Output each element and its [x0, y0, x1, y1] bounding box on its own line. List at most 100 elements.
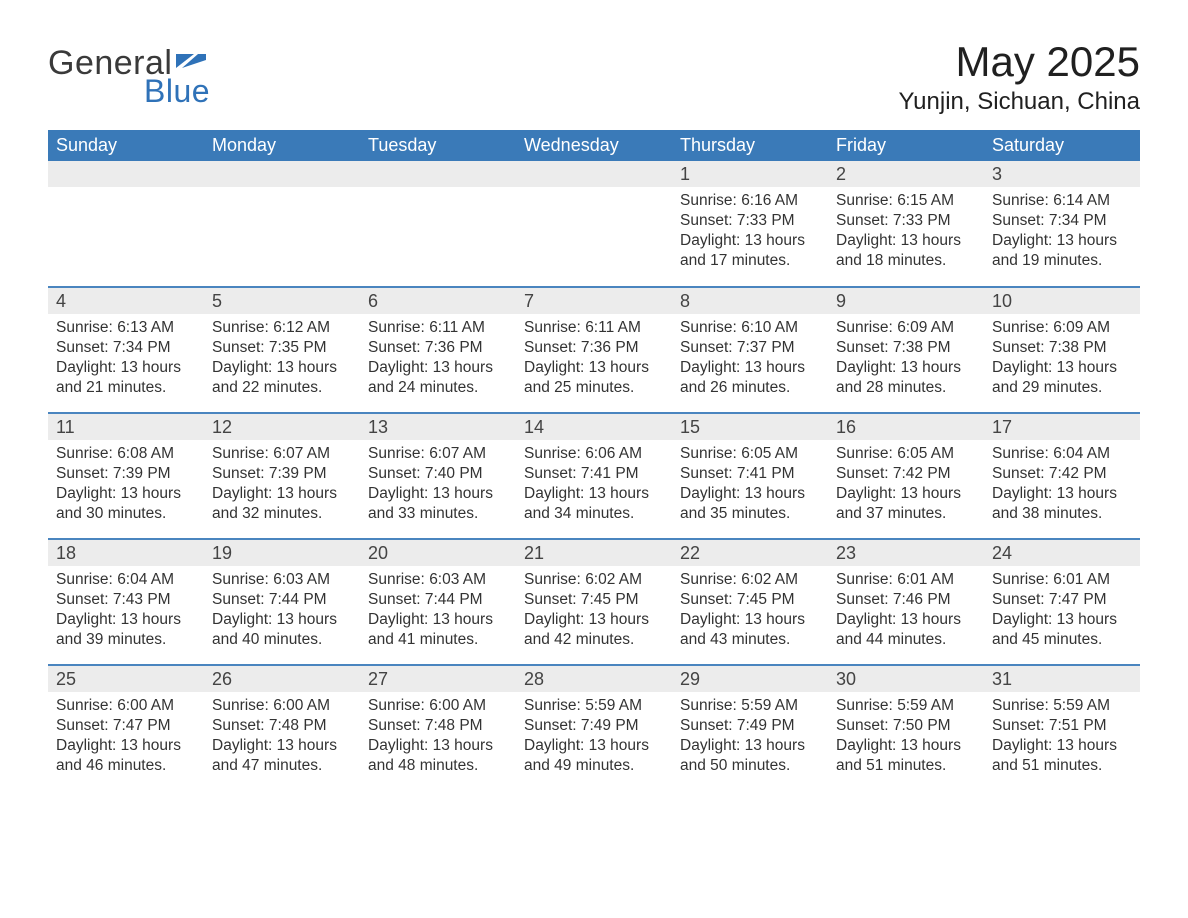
calendar-cell: 8Sunrise: 6:10 AMSunset: 7:37 PMDaylight… [672, 287, 828, 413]
day-number: 29 [672, 666, 828, 692]
sunset-line: Sunset: 7:39 PM [56, 464, 196, 484]
sunset-value: 7:47 PM [113, 717, 171, 734]
sunrise-line: Sunrise: 6:07 AM [368, 444, 508, 464]
day-number: 30 [828, 666, 984, 692]
sunset-label: Sunset: [524, 717, 577, 734]
day-content: Sunrise: 6:13 AMSunset: 7:34 PMDaylight:… [48, 314, 204, 404]
sunrise-line: Sunrise: 6:14 AM [992, 191, 1132, 211]
sunrise-value: 5:59 AM [585, 697, 642, 714]
sunrise-value: 6:09 AM [897, 319, 954, 336]
daylight-label: Daylight: [368, 485, 428, 502]
sunrise-value: 6:00 AM [429, 697, 486, 714]
calendar-cell [204, 161, 360, 287]
sunset-value: 7:35 PM [269, 339, 327, 356]
day-content: Sunrise: 6:01 AMSunset: 7:46 PMDaylight:… [828, 566, 984, 656]
sunset-line: Sunset: 7:41 PM [524, 464, 664, 484]
sunset-value: 7:33 PM [737, 212, 795, 229]
daylight-label: Daylight: [680, 611, 740, 628]
day-content: Sunrise: 6:01 AMSunset: 7:47 PMDaylight:… [984, 566, 1140, 656]
day-content: Sunrise: 6:11 AMSunset: 7:36 PMDaylight:… [360, 314, 516, 404]
sunrise-line: Sunrise: 6:05 AM [836, 444, 976, 464]
sunrise-value: 6:11 AM [429, 319, 485, 336]
sunrise-label: Sunrise: [680, 571, 737, 588]
sunset-label: Sunset: [836, 717, 889, 734]
sunrise-line: Sunrise: 6:11 AM [368, 318, 508, 338]
sunrise-label: Sunrise: [836, 445, 893, 462]
daylight-label: Daylight: [524, 485, 584, 502]
sunset-line: Sunset: 7:41 PM [680, 464, 820, 484]
day-number: 14 [516, 414, 672, 440]
sunrise-value: 6:13 AM [117, 319, 174, 336]
sunrise-value: 6:05 AM [741, 445, 798, 462]
daylight-label: Daylight: [212, 359, 272, 376]
day-number: 22 [672, 540, 828, 566]
sunrise-line: Sunrise: 6:05 AM [680, 444, 820, 464]
sunrise-value: 5:59 AM [741, 697, 798, 714]
header: General Blue May 2025 Yunjin, Sichuan, C… [48, 38, 1140, 116]
calendar-week-row: 25Sunrise: 6:00 AMSunset: 7:47 PMDayligh… [48, 665, 1140, 791]
calendar-week-row: 1Sunrise: 6:16 AMSunset: 7:33 PMDaylight… [48, 161, 1140, 287]
calendar-cell: 10Sunrise: 6:09 AMSunset: 7:38 PMDayligh… [984, 287, 1140, 413]
daylight-line: Daylight: 13 hours and 49 minutes. [524, 736, 664, 776]
day-content: Sunrise: 6:03 AMSunset: 7:44 PMDaylight:… [360, 566, 516, 656]
sunrise-label: Sunrise: [680, 192, 737, 209]
sunrise-line: Sunrise: 5:59 AM [836, 696, 976, 716]
day-number: 21 [516, 540, 672, 566]
calendar-cell: 11Sunrise: 6:08 AMSunset: 7:39 PMDayligh… [48, 413, 204, 539]
sunset-value: 7:45 PM [581, 591, 639, 608]
sunrise-line: Sunrise: 6:09 AM [992, 318, 1132, 338]
sunset-label: Sunset: [992, 465, 1045, 482]
sunrise-label: Sunrise: [524, 445, 581, 462]
sunset-label: Sunset: [680, 212, 733, 229]
sunrise-line: Sunrise: 6:03 AM [368, 570, 508, 590]
calendar-cell: 24Sunrise: 6:01 AMSunset: 7:47 PMDayligh… [984, 539, 1140, 665]
sunset-value: 7:39 PM [269, 465, 327, 482]
calendar-cell: 15Sunrise: 6:05 AMSunset: 7:41 PMDayligh… [672, 413, 828, 539]
weekday-header-row: SundayMondayTuesdayWednesdayThursdayFrid… [48, 130, 1140, 161]
empty-daynum [360, 161, 516, 187]
day-content: Sunrise: 5:59 AMSunset: 7:51 PMDaylight:… [984, 692, 1140, 782]
daylight-line: Daylight: 13 hours and 51 minutes. [836, 736, 976, 776]
sunset-value: 7:41 PM [581, 465, 639, 482]
sunset-line: Sunset: 7:34 PM [56, 338, 196, 358]
weekday-header: Saturday [984, 130, 1140, 161]
day-content: Sunrise: 6:00 AMSunset: 7:48 PMDaylight:… [204, 692, 360, 782]
empty-daynum [204, 161, 360, 187]
sunset-value: 7:43 PM [113, 591, 171, 608]
day-content: Sunrise: 6:16 AMSunset: 7:33 PMDaylight:… [672, 187, 828, 277]
sunset-line: Sunset: 7:33 PM [836, 211, 976, 231]
sunset-label: Sunset: [524, 339, 577, 356]
sunset-label: Sunset: [56, 465, 109, 482]
sunset-value: 7:38 PM [1049, 339, 1107, 356]
sunset-label: Sunset: [56, 339, 109, 356]
daylight-label: Daylight: [212, 485, 272, 502]
sunrise-value: 6:16 AM [741, 192, 798, 209]
sunset-line: Sunset: 7:44 PM [368, 590, 508, 610]
sunset-value: 7:49 PM [581, 717, 639, 734]
weekday-header: Friday [828, 130, 984, 161]
sunset-value: 7:40 PM [425, 465, 483, 482]
sunset-label: Sunset: [212, 591, 265, 608]
daylight-line: Daylight: 13 hours and 46 minutes. [56, 736, 196, 776]
daylight-label: Daylight: [992, 611, 1052, 628]
sunset-value: 7:42 PM [1049, 465, 1107, 482]
sunrise-value: 6:03 AM [273, 571, 330, 588]
day-number: 25 [48, 666, 204, 692]
daylight-label: Daylight: [368, 359, 428, 376]
daylight-label: Daylight: [524, 611, 584, 628]
sunrise-value: 6:04 AM [117, 571, 174, 588]
daylight-label: Daylight: [368, 737, 428, 754]
sunrise-line: Sunrise: 6:16 AM [680, 191, 820, 211]
sunrise-value: 6:01 AM [897, 571, 954, 588]
day-content: Sunrise: 6:09 AMSunset: 7:38 PMDaylight:… [984, 314, 1140, 404]
sunrise-value: 6:07 AM [429, 445, 486, 462]
sunset-line: Sunset: 7:36 PM [368, 338, 508, 358]
day-content: Sunrise: 6:11 AMSunset: 7:36 PMDaylight:… [516, 314, 672, 404]
sunset-label: Sunset: [524, 591, 577, 608]
sunset-value: 7:48 PM [269, 717, 327, 734]
brand-part2: Blue [144, 73, 210, 110]
empty-daynum [516, 161, 672, 187]
daylight-line: Daylight: 13 hours and 17 minutes. [680, 231, 820, 271]
calendar-cell: 23Sunrise: 6:01 AMSunset: 7:46 PMDayligh… [828, 539, 984, 665]
daylight-label: Daylight: [836, 737, 896, 754]
